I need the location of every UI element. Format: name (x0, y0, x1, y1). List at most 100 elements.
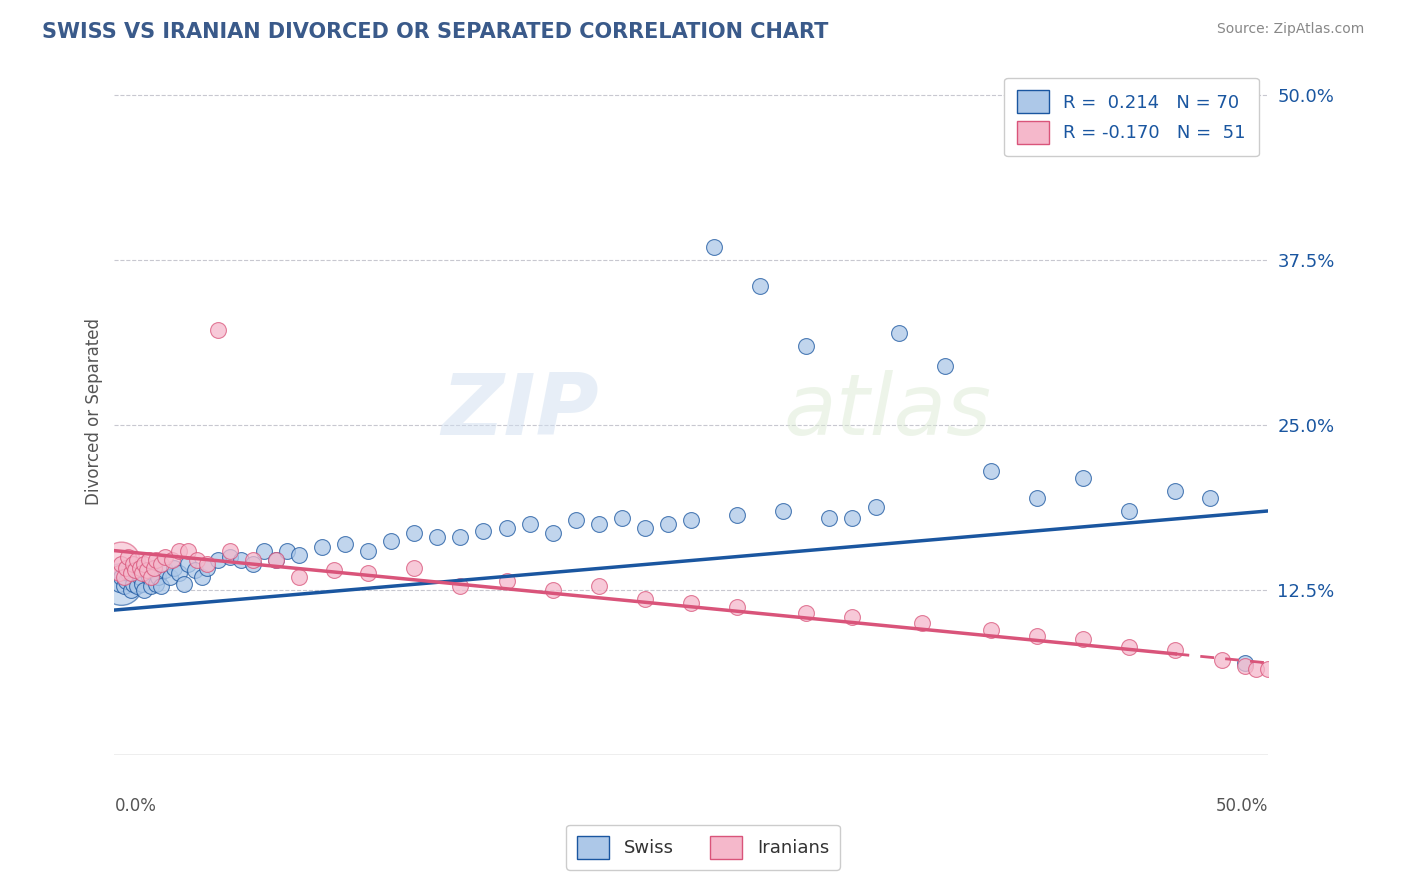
Text: Source: ZipAtlas.com: Source: ZipAtlas.com (1216, 22, 1364, 37)
Point (1199, 491, 1222, 505)
Point (1164, 484, 1187, 499)
Point (142, 561, 165, 575)
Point (110, 553, 132, 567)
Point (264, 553, 287, 567)
Point (472, 524, 495, 538)
Point (865, 500, 887, 514)
Point (195, 557, 218, 571)
Point (564, 513, 586, 527)
Point (127, 553, 149, 567)
Point (242, 553, 264, 567)
Point (1211, 653, 1233, 667)
Point (177, 543, 200, 558)
Point (657, 517, 679, 532)
Point (167, 566, 190, 580)
Point (131, 576, 153, 591)
Point (253, 543, 276, 558)
Point (120, 566, 142, 580)
Point (1257, 663, 1279, 677)
Point (610, 510, 633, 524)
Point (679, 513, 702, 527)
Point (195, 561, 218, 575)
Text: SWISS VS IRANIAN DIVORCED OR SEPARATED CORRELATION CHART: SWISS VS IRANIAN DIVORCED OR SEPARATED C… (42, 22, 828, 42)
Point (231, 553, 253, 567)
Point (796, 606, 818, 620)
Point (357, 543, 380, 558)
Point (288, 570, 311, 584)
Point (142, 561, 165, 575)
Point (1071, 471, 1094, 485)
Point (426, 530, 449, 544)
Point (404, 526, 426, 541)
Point (141, 570, 163, 584)
Point (772, 504, 794, 518)
Point (134, 583, 156, 598)
Point (1071, 632, 1094, 646)
Point (333, 537, 356, 551)
Point (124, 563, 146, 577)
Point (184, 563, 207, 577)
Point (127, 579, 149, 593)
Point (121, 576, 143, 591)
Point (357, 566, 380, 580)
Point (112, 570, 135, 584)
Y-axis label: Divorced or Separated: Divorced or Separated (86, 318, 103, 506)
Point (135, 563, 157, 577)
Point (242, 557, 264, 571)
Point (149, 579, 172, 593)
Point (138, 570, 160, 584)
Point (117, 566, 139, 580)
Point (634, 592, 657, 607)
Point (322, 563, 344, 577)
Point (207, 553, 229, 567)
Point (128, 561, 150, 575)
Point (110, 576, 132, 591)
Point (1233, 658, 1256, 673)
Point (725, 508, 748, 522)
Point (153, 550, 176, 565)
Point (153, 563, 176, 577)
Point (749, 279, 772, 293)
Point (519, 517, 541, 532)
Point (404, 561, 426, 575)
Point (1118, 504, 1140, 518)
Point (218, 550, 240, 565)
Point (380, 534, 402, 549)
Point (288, 548, 311, 562)
Point (841, 609, 863, 624)
Point (218, 543, 240, 558)
Text: atlas: atlas (783, 370, 991, 453)
Point (679, 597, 702, 611)
Point (124, 563, 146, 577)
Point (1118, 640, 1140, 654)
Point (160, 553, 183, 567)
Point (145, 553, 167, 567)
Point (177, 557, 200, 571)
Point (115, 574, 138, 588)
Point (186, 553, 208, 567)
Text: 0.0%: 0.0% (114, 797, 156, 814)
Point (449, 579, 471, 593)
Point (495, 574, 517, 588)
Point (149, 557, 172, 571)
Point (145, 576, 167, 591)
Point (110, 557, 132, 571)
Point (588, 517, 610, 532)
Point (128, 570, 150, 584)
Point (311, 540, 333, 554)
Text: ZIP: ZIP (441, 370, 599, 453)
Point (121, 557, 143, 571)
Point (980, 464, 1002, 478)
Text: 50.0%: 50.0% (1215, 797, 1268, 814)
Point (159, 570, 181, 584)
Point (911, 616, 934, 631)
Point (112, 579, 135, 593)
Point (449, 530, 471, 544)
Point (135, 563, 157, 577)
Point (134, 557, 156, 571)
Point (191, 570, 214, 584)
Point (108, 576, 131, 591)
Point (725, 600, 748, 615)
Point (120, 583, 142, 598)
Point (163, 561, 186, 575)
